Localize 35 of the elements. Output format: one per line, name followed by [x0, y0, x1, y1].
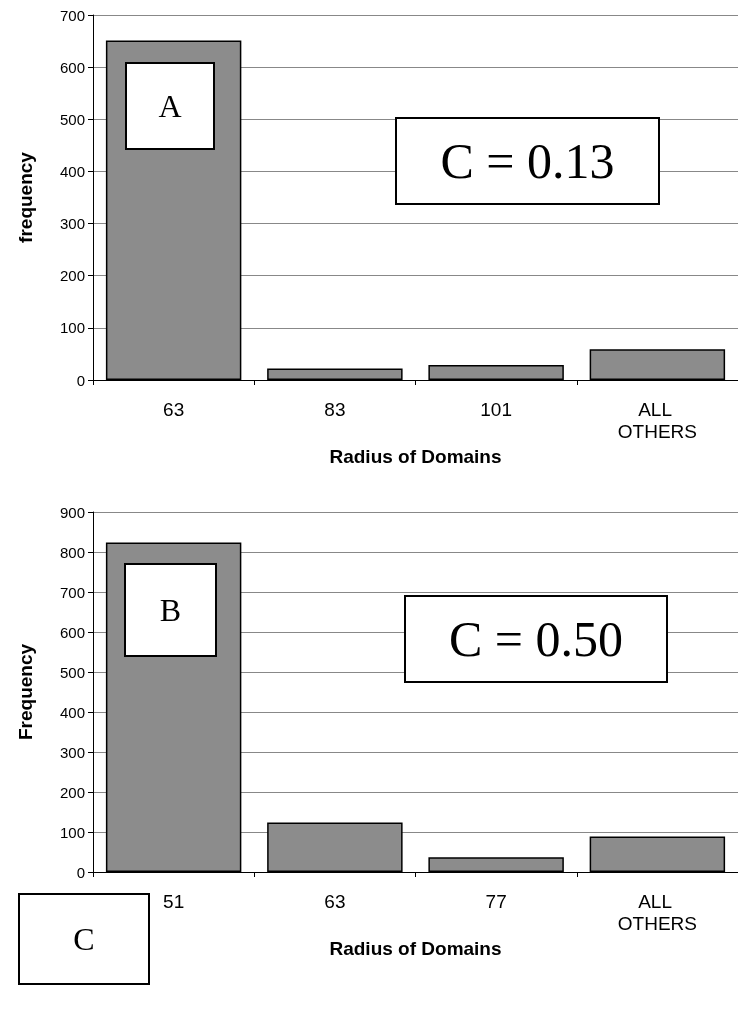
x-tick-label: ALL OTHERS: [617, 890, 697, 934]
annotation: C = 0.13: [395, 117, 660, 205]
y-tick-label: 300: [59, 743, 85, 761]
y-tick-label: 0: [76, 863, 85, 881]
y-tick-label: 700: [59, 6, 85, 24]
y-tick-label: 500: [59, 110, 85, 128]
y-tick-label: 0: [76, 371, 85, 389]
x-axis-title: Radius of Domains: [329, 445, 502, 467]
y-axis-title: Frequency: [15, 643, 36, 741]
y-tick-label: 300: [59, 215, 85, 233]
annotation: B: [124, 563, 217, 657]
y-tick-label: 400: [59, 703, 85, 721]
annotation: A: [125, 62, 215, 150]
x-axis-title: Radius of Domains: [329, 937, 502, 959]
x-tick-label: 101: [480, 398, 512, 420]
text: C: [18, 893, 150, 985]
x-tick-label: 83: [324, 398, 346, 420]
y-tick-label: 700: [59, 583, 85, 601]
annotation: C = 0.50: [404, 595, 668, 683]
y-tick-label: 500: [59, 663, 85, 681]
y-tick-label: 100: [59, 319, 85, 337]
x-tick-label: 63: [163, 398, 185, 420]
x-tick-label: 77: [485, 890, 507, 912]
y-axis-title: frequency: [15, 151, 36, 243]
y-tick-label: 200: [59, 783, 85, 801]
x-tick-label: ALL OTHERS: [617, 398, 697, 442]
y-tick-label: 800: [59, 543, 85, 561]
x-tick-label: 63: [324, 890, 346, 912]
y-tick-label: 200: [59, 267, 85, 285]
y-tick-label: 100: [59, 823, 85, 841]
y-tick-label: 600: [59, 58, 85, 76]
x-tick-label: 51: [163, 890, 185, 912]
y-tick-label: 400: [59, 162, 85, 180]
y-tick-label: 900: [59, 503, 85, 521]
y-tick-label: 600: [59, 623, 85, 641]
